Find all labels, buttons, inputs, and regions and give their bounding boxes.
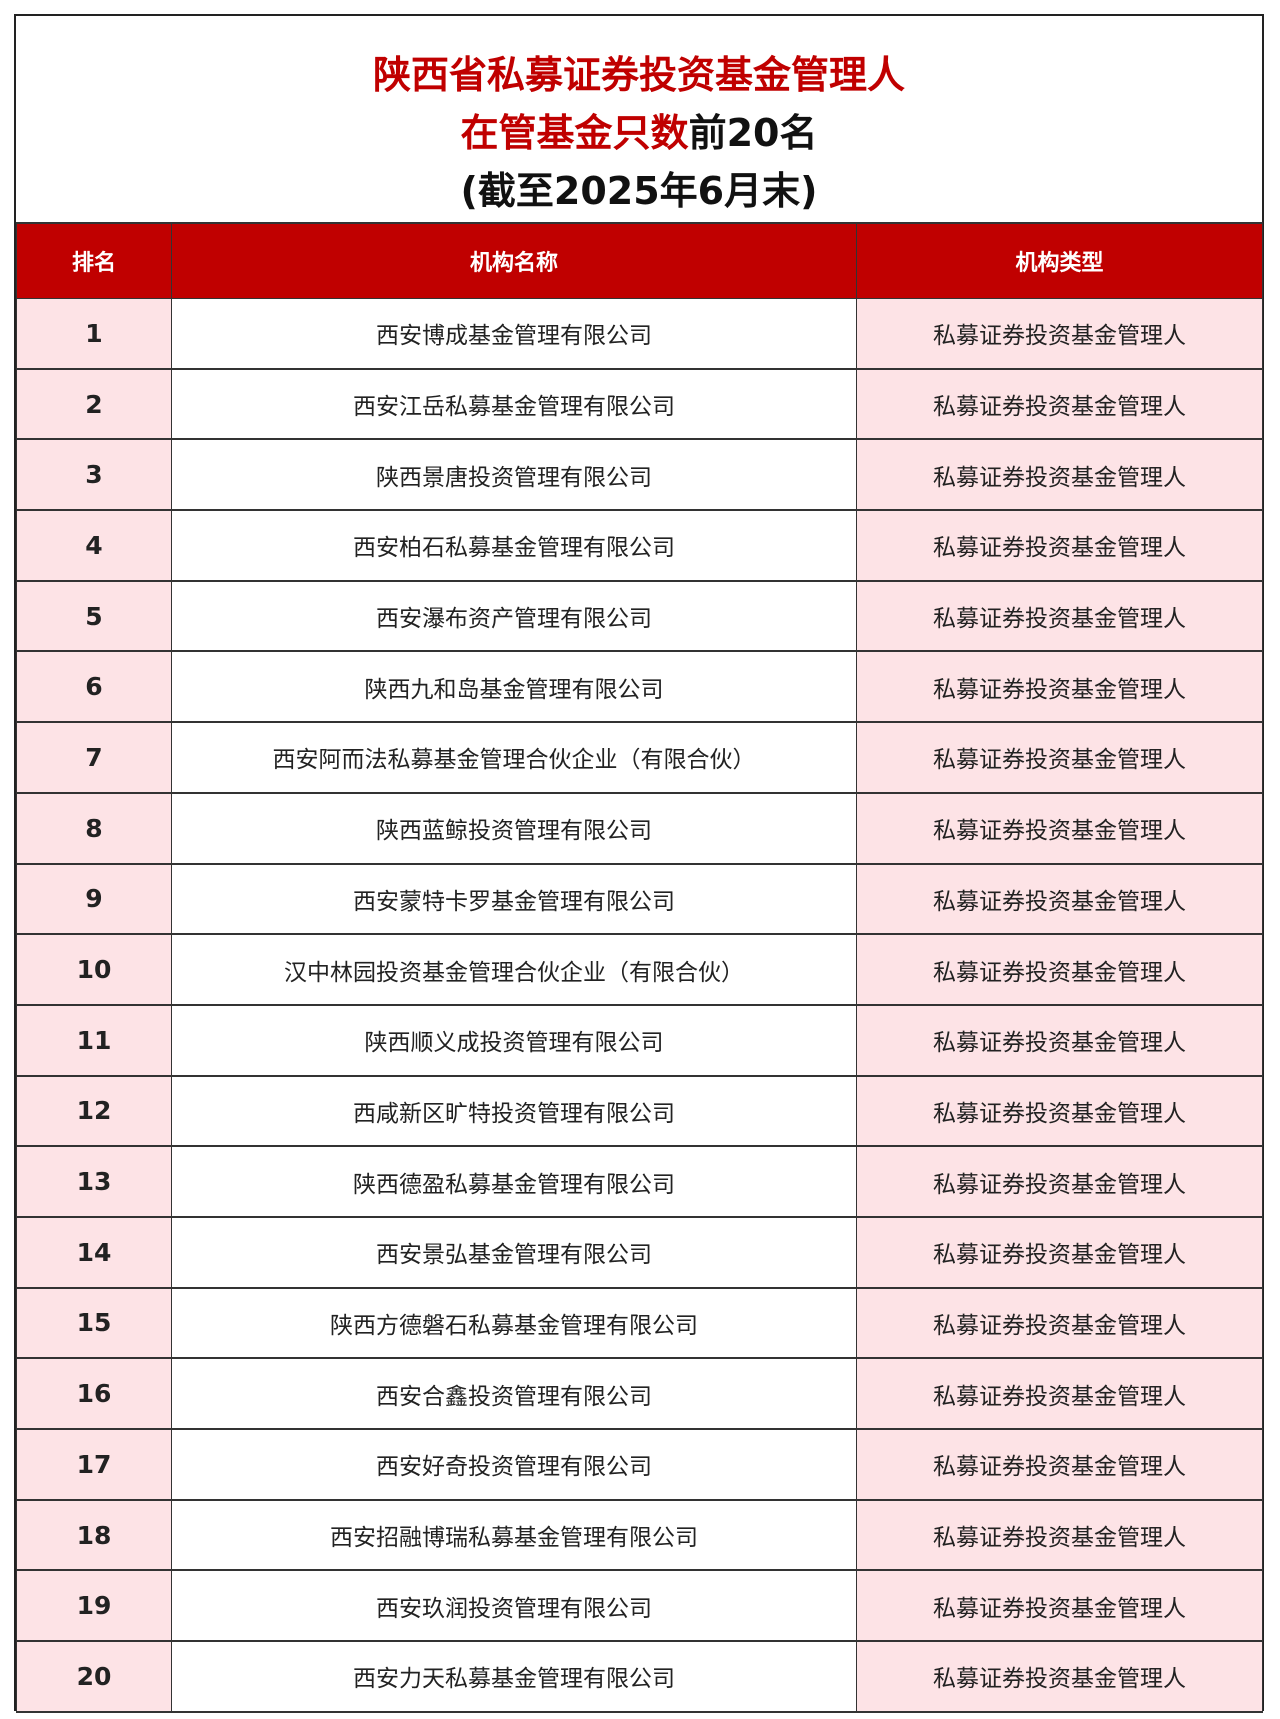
name-cell: 西安好奇投资管理有限公司 [171,1428,857,1501]
name-cell: 西安蒙特卡罗基金管理有限公司 [171,863,857,936]
table-row: 6 陕西九和岛基金管理有限公司 私募证券投资基金管理人 [16,650,1263,724]
name-cell: 西安博成基金管理有限公司 [171,297,857,370]
rank-cell: 1 [16,297,172,370]
table-row: 4 西安柏石私募基金管理有限公司 私募证券投资基金管理人 [16,509,1263,582]
type-cell: 私募证券投资基金管理人 [856,1357,1263,1430]
type-cell: 私募证券投资基金管理人 [856,1216,1263,1289]
rank-cell: 16 [16,1357,172,1430]
type-cell: 私募证券投资基金管理人 [856,933,1263,1006]
name-cell: 陕西方德磐石私募基金管理有限公司 [171,1287,857,1360]
name-cell: 西咸新区旷特投资管理有限公司 [171,1075,857,1148]
rank-cell: 3 [16,438,172,512]
table-row: 16 西安合鑫投资管理有限公司 私募证券投资基金管理人 [16,1357,1263,1430]
name-cell: 西安景弘基金管理有限公司 [171,1216,857,1289]
type-cell: 私募证券投资基金管理人 [856,509,1263,582]
rank-cell: 9 [16,863,172,936]
title-line-2-black: 前20名 [688,111,818,155]
name-cell: 西安瀑布资产管理有限公司 [171,580,857,653]
type-cell: 私募证券投资基金管理人 [856,297,1263,370]
table-row: 7 西安阿而法私募基金管理合伙企业（有限合伙） 私募证券投资基金管理人 [16,721,1263,794]
type-cell: 私募证券投资基金管理人 [856,1075,1263,1148]
table-row: 15 陕西方德磐石私募基金管理有限公司 私募证券投资基金管理人 [16,1287,1263,1360]
rank-cell: 12 [16,1075,172,1148]
rank-cell: 6 [16,650,172,724]
table-row: 10 汉中林园投资基金管理合伙企业（有限合伙） 私募证券投资基金管理人 [16,933,1263,1006]
type-cell: 私募证券投资基金管理人 [856,863,1263,936]
name-cell: 陕西德盈私募基金管理有限公司 [171,1145,857,1218]
type-cell: 私募证券投资基金管理人 [856,721,1263,794]
table-row: 12 西咸新区旷特投资管理有限公司 私募证券投资基金管理人 [16,1075,1263,1148]
ranking-table: 排名 机构名称 机构类型 1 西安博成基金管理有限公司 私募证券投资基金管理人 2 西安… [16,222,1263,1713]
name-cell: 陕西九和岛基金管理有限公司 [171,650,857,724]
header-type: 机构类型 [856,222,1263,299]
rank-cell: 4 [16,509,172,582]
table-row: 14 西安景弘基金管理有限公司 私募证券投资基金管理人 [16,1216,1263,1289]
rank-cell: 11 [16,1004,172,1077]
name-cell: 西安阿而法私募基金管理合伙企业（有限合伙） [171,721,857,794]
table-row: 13 陕西德盈私募基金管理有限公司 私募证券投资基金管理人 [16,1145,1263,1218]
name-cell: 西安柏石私募基金管理有限公司 [171,509,857,582]
table-row: 11 陕西顺义成投资管理有限公司 私募证券投资基金管理人 [16,1004,1263,1077]
title-line-1: 陕西省私募证券投资基金管理人 [372,53,905,97]
rank-cell: 19 [16,1569,172,1643]
header-name: 机构名称 [171,222,857,299]
table-row: 2 西安江岳私募基金管理有限公司 私募证券投资基金管理人 [16,368,1263,441]
table-row: 17 西安好奇投资管理有限公司 私募证券投资基金管理人 [16,1428,1263,1501]
table-row: 9 西安蒙特卡罗基金管理有限公司 私募证券投资基金管理人 [16,863,1263,936]
name-cell: 陕西蓝鲸投资管理有限公司 [171,792,857,865]
rank-cell: 2 [16,368,172,441]
header-rank: 排名 [16,222,172,299]
name-cell: 西安江岳私募基金管理有限公司 [171,368,857,441]
type-cell: 私募证券投资基金管理人 [856,1287,1263,1360]
name-cell: 西安招融博瑞私募基金管理有限公司 [171,1499,857,1572]
name-cell: 汉中林园投资基金管理合伙企业（有限合伙） [171,933,857,1006]
type-cell: 私募证券投资基金管理人 [856,1640,1263,1713]
name-cell: 西安玖润投资管理有限公司 [171,1569,857,1643]
type-cell: 私募证券投资基金管理人 [856,368,1263,441]
rank-cell: 10 [16,933,172,1006]
name-cell: 陕西顺义成投资管理有限公司 [171,1004,857,1077]
ranking-table-frame: 陕西省私募证券投资基金管理人 在管基金只数前20名 (截至2025年6月末) 排… [14,14,1264,1713]
title-line-3: (截至2025年6月末) [460,169,818,213]
type-cell: 私募证券投资基金管理人 [856,580,1263,653]
name-cell: 西安力天私募基金管理有限公司 [171,1640,857,1713]
rank-cell: 17 [16,1428,172,1501]
type-cell: 私募证券投资基金管理人 [856,1499,1263,1572]
type-cell: 私募证券投资基金管理人 [856,1004,1263,1077]
type-cell: 私募证券投资基金管理人 [856,438,1263,512]
rank-cell: 7 [16,721,172,794]
rank-cell: 15 [16,1287,172,1360]
rank-cell: 8 [16,792,172,865]
title-line-2: 在管基金只数前20名 [16,104,1262,162]
table-row: 5 西安瀑布资产管理有限公司 私募证券投资基金管理人 [16,580,1263,653]
name-cell: 陕西景唐投资管理有限公司 [171,438,857,512]
page-title: 陕西省私募证券投资基金管理人 在管基金只数前20名 (截至2025年6月末) [16,16,1262,222]
rank-cell: 5 [16,580,172,653]
table-row: 20 西安力天私募基金管理有限公司 私募证券投资基金管理人 [16,1640,1263,1713]
name-cell: 西安合鑫投资管理有限公司 [171,1357,857,1430]
type-cell: 私募证券投资基金管理人 [856,650,1263,724]
rank-cell: 20 [16,1640,172,1713]
table-header-row: 排名 机构名称 机构类型 [16,222,1263,299]
type-cell: 私募证券投资基金管理人 [856,1145,1263,1218]
type-cell: 私募证券投资基金管理人 [856,1428,1263,1501]
rank-cell: 18 [16,1499,172,1572]
rank-cell: 13 [16,1145,172,1218]
type-cell: 私募证券投资基金管理人 [856,792,1263,865]
table-row: 8 陕西蓝鲸投资管理有限公司 私募证券投资基金管理人 [16,792,1263,865]
table-row: 1 西安博成基金管理有限公司 私募证券投资基金管理人 [16,297,1263,370]
rank-cell: 14 [16,1216,172,1289]
type-cell: 私募证券投资基金管理人 [856,1569,1263,1643]
table-row: 3 陕西景唐投资管理有限公司 私募证券投资基金管理人 [16,438,1263,512]
table-row: 18 西安招融博瑞私募基金管理有限公司 私募证券投资基金管理人 [16,1499,1263,1572]
table-row: 19 西安玖润投资管理有限公司 私募证券投资基金管理人 [16,1569,1263,1643]
title-line-2-red: 在管基金只数 [460,111,689,155]
